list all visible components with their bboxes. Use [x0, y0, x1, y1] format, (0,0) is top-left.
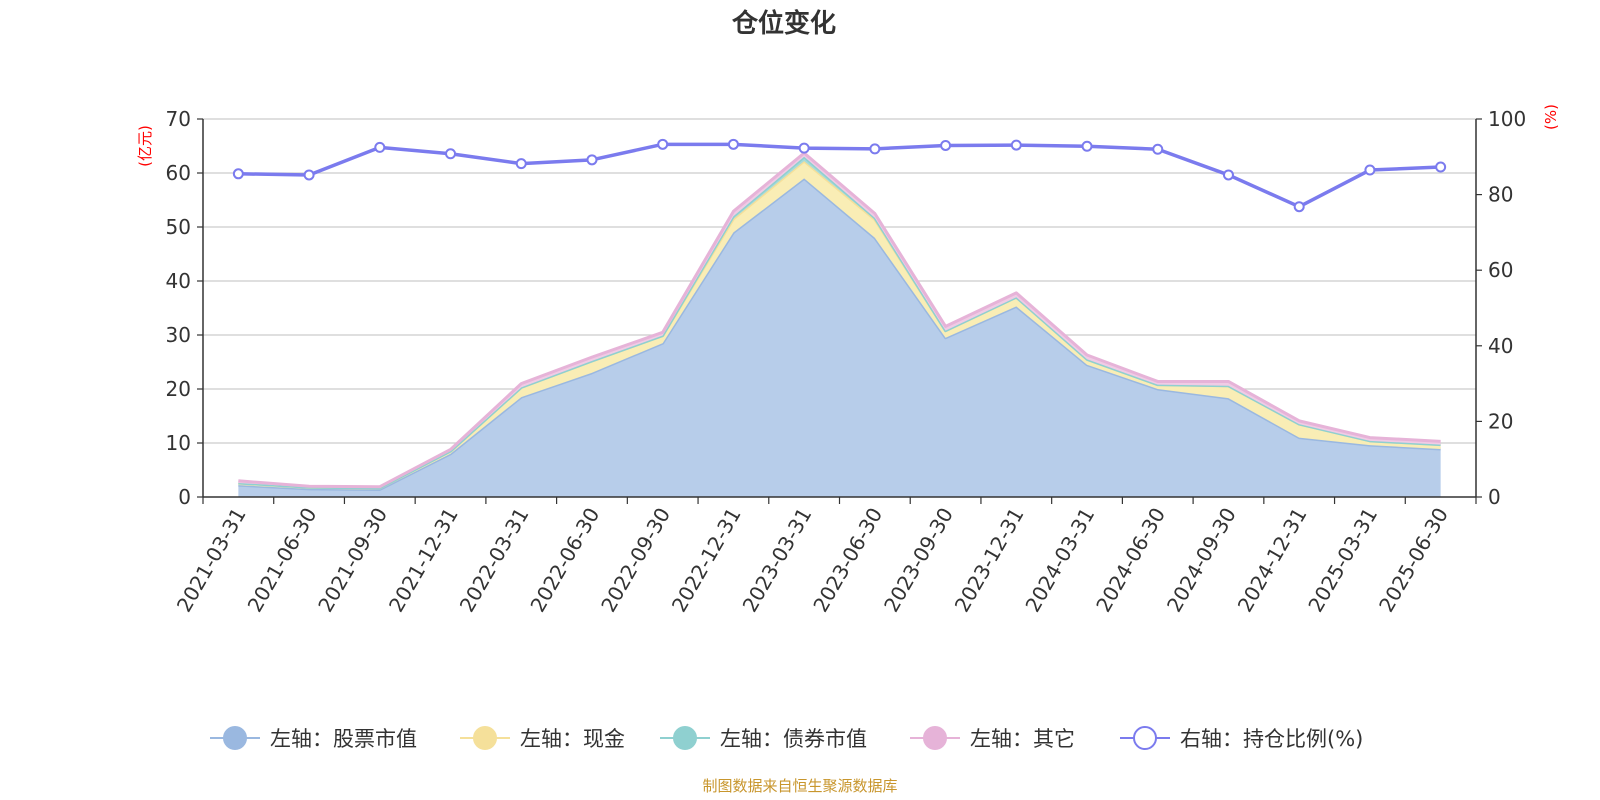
ratio-point: [1364, 164, 1376, 176]
ratio-point: [869, 143, 881, 155]
ratio-point: [445, 148, 457, 160]
left-tick-label: 20: [166, 377, 191, 401]
x-tick-label: 2022-12-31: [667, 504, 746, 617]
x-tick-label: 2024-06-30: [1091, 504, 1170, 617]
x-tick-label: 2023-06-30: [808, 504, 887, 617]
source-note: 制图数据来自恒生聚源数据库: [702, 777, 897, 795]
left-tick-label: 50: [166, 215, 191, 239]
legend-label: 左轴：债券市值: [720, 727, 867, 751]
x-tick-label: 2022-06-30: [525, 504, 604, 617]
ratio-point: [1010, 139, 1022, 151]
legend-label: 左轴：其它: [970, 727, 1075, 751]
legend: 左轴：股票市值 左轴：现金 左轴：债券市值 左轴：其它 右轴：持仓比例(%): [210, 726, 1363, 751]
legend-label: 左轴：股票市值: [270, 727, 417, 751]
ratio-point: [374, 141, 386, 153]
x-tick-label: 2022-09-30: [596, 504, 675, 617]
ratio-point: [1152, 143, 1164, 155]
ratio-point: [727, 138, 739, 150]
right-tick-label: 20: [1488, 409, 1513, 433]
left-tick-label: 0: [178, 485, 191, 509]
ratio-point: [1293, 201, 1305, 213]
ratio-point: [1081, 140, 1093, 152]
right-tick-label: 100: [1488, 107, 1526, 131]
x-tick-label: 2025-06-30: [1374, 504, 1453, 617]
x-tick-label: 2021-06-30: [243, 504, 322, 617]
legend-marker: [923, 726, 947, 750]
x-tick-label: 2024-12-31: [1233, 504, 1312, 617]
x-tick-label: 2023-12-31: [950, 504, 1029, 617]
ratio-point: [1435, 161, 1447, 173]
ratio-point: [586, 154, 598, 166]
left-tick-label: 70: [166, 107, 191, 131]
left-tick-label: 10: [166, 431, 191, 455]
legend-label: 左轴：现金: [520, 727, 625, 751]
right-axis-unit: (%): [1542, 104, 1560, 130]
ratio-point: [232, 168, 244, 180]
x-tick-label: 2021-09-30: [313, 504, 392, 617]
right-tick-label: 60: [1488, 258, 1513, 282]
legend-marker: [1133, 726, 1157, 750]
area-series-line-0: [238, 176, 1441, 491]
x-tick-label: 2021-12-31: [384, 504, 463, 617]
ratio-point: [798, 142, 810, 154]
x-tick-label: 2025-03-31: [1303, 504, 1382, 617]
left-tick-label: 40: [166, 269, 191, 293]
legend-marker: [223, 726, 247, 750]
legend-marker: [473, 726, 497, 750]
area-series-line-3: [238, 151, 1441, 489]
x-tick-label: 2021-03-31: [172, 504, 251, 617]
x-tick-label: 2022-03-31: [455, 504, 534, 617]
area-series-0: [238, 178, 1441, 497]
left-tick-label: 30: [166, 323, 191, 347]
chart-title: 仓位变化: [731, 8, 836, 39]
ratio-point: [940, 139, 952, 151]
stacked-areas: [238, 151, 1441, 497]
x-tick-label: 2024-09-30: [1162, 504, 1241, 617]
ratio-point: [657, 138, 669, 150]
right-tick-label: 40: [1488, 334, 1513, 358]
ratio-point: [1222, 169, 1234, 181]
position-ratio-line: [232, 138, 1447, 213]
legend-marker: [673, 726, 697, 750]
legend-label: 右轴：持仓比例(%): [1180, 727, 1363, 751]
left-tick-label: 60: [166, 161, 191, 185]
left-axis-unit: (亿元): [136, 125, 154, 167]
x-tick-label: 2024-03-31: [1020, 504, 1099, 617]
x-tick-label: 2023-09-30: [879, 503, 958, 616]
ratio-point: [515, 158, 527, 170]
right-tick-label: 80: [1488, 183, 1513, 207]
ratio-line-path: [238, 142, 1441, 209]
ratio-point: [303, 169, 315, 181]
x-tick-label: 2023-03-31: [738, 504, 817, 617]
right-tick-label: 0: [1488, 485, 1501, 509]
